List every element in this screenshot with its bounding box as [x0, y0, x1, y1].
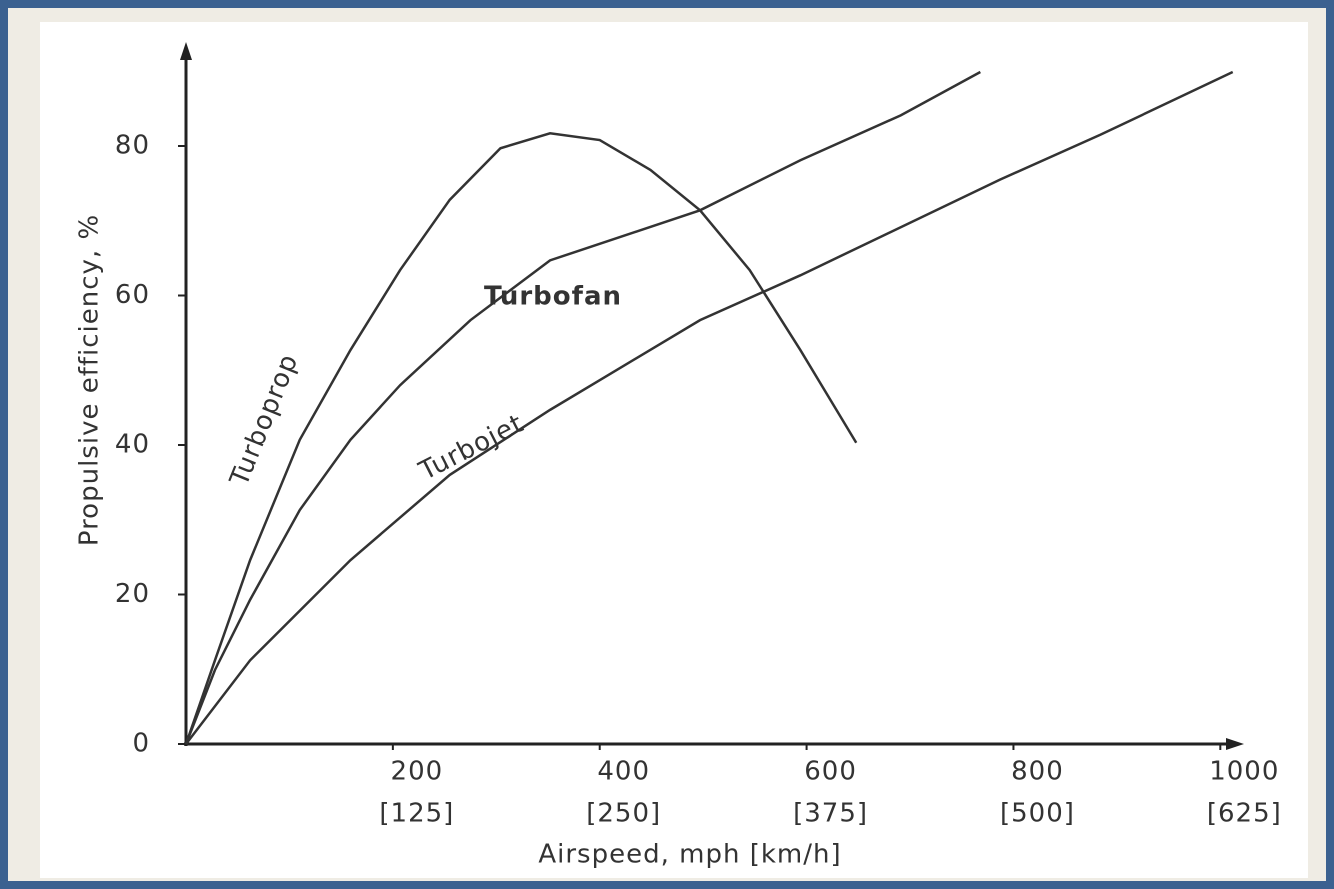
x-tick-label: 600	[804, 757, 857, 787]
x-tick-label: 800	[1011, 757, 1064, 787]
x2-tick-label: [625]	[1207, 799, 1282, 829]
chart: Propulsive efficiency, % Airspeed, mph […	[40, 22, 1308, 878]
x2-tick-label: [500]	[1000, 799, 1075, 829]
y-axis-label: Propulsive efficiency, %	[75, 214, 105, 546]
series-line	[185, 70, 1234, 745]
x2-tick-label: [250]	[586, 799, 661, 829]
y-tick-label: 20	[115, 579, 150, 609]
series-line	[184, 70, 981, 745]
series-line	[184, 132, 858, 745]
y-tick-label: 40	[115, 430, 150, 460]
plot-background	[40, 22, 1308, 878]
y-arrow	[180, 42, 192, 60]
x2-tick-label: [125]	[379, 799, 454, 829]
x2-tick-label: [375]	[793, 799, 868, 829]
x-tick-label: 200	[391, 757, 444, 787]
x-arrow	[1226, 738, 1244, 750]
y-tick-label: 0	[132, 729, 150, 759]
x-tick-label: 400	[597, 757, 650, 787]
y-tick-label: 60	[115, 280, 150, 310]
x-axis-label: Airspeed, mph [km/h]	[538, 840, 841, 870]
x-tick-label: 1000	[1209, 757, 1279, 787]
y-tick-label: 80	[115, 131, 150, 161]
series-label: Turbofan	[484, 282, 622, 312]
